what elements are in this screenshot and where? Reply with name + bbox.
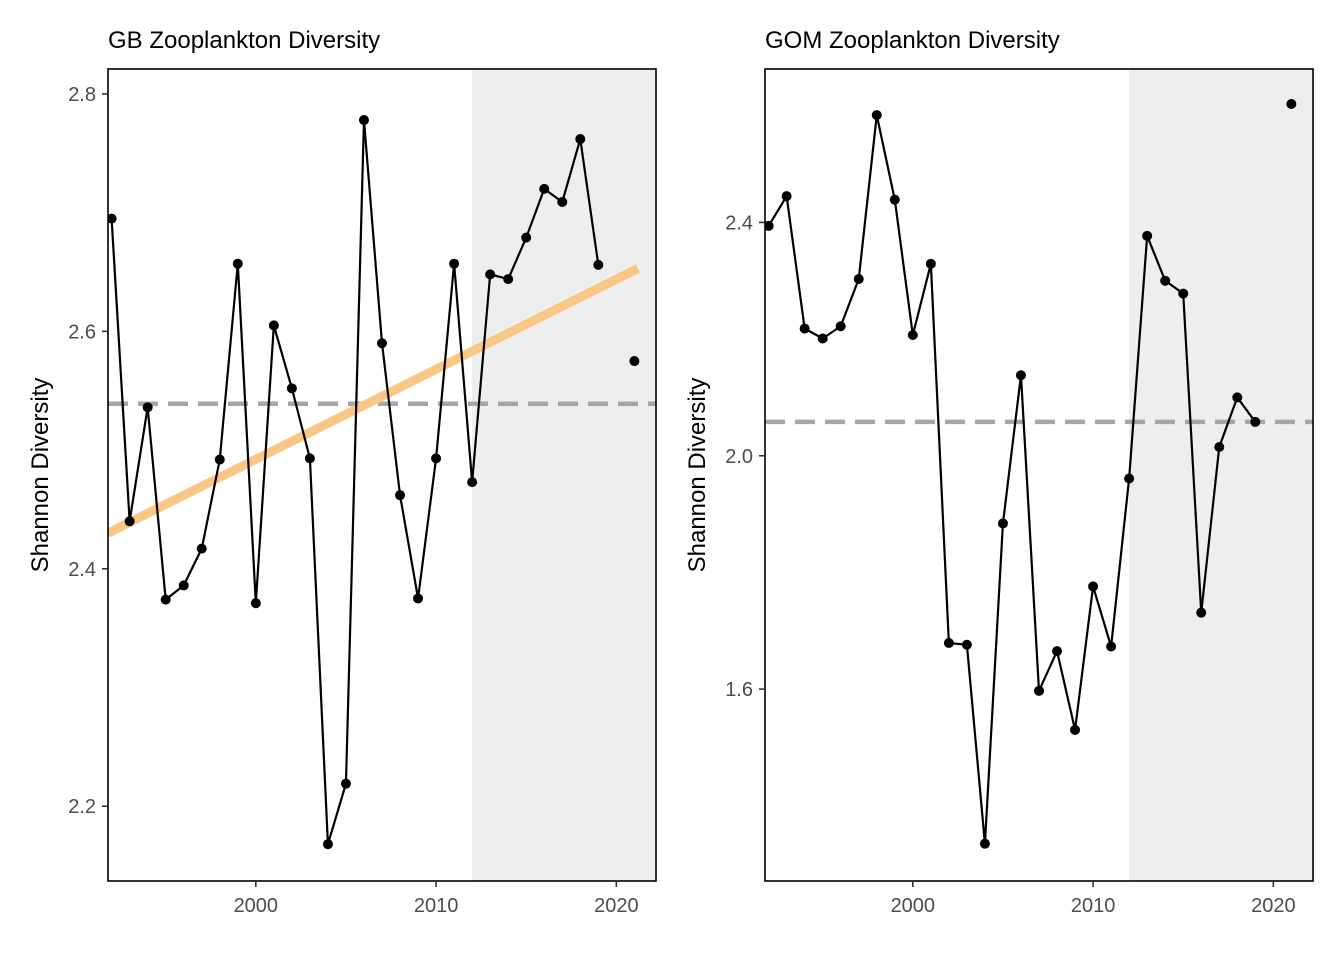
gom-data-point — [1088, 581, 1099, 592]
gom-data-point — [1160, 275, 1171, 286]
gom-data-point — [943, 638, 954, 648]
gb-data-point — [485, 269, 496, 280]
gom-y-tick-label: 2.4 — [725, 212, 753, 234]
gb-data-point — [108, 213, 117, 224]
gb-data-point — [449, 258, 460, 269]
gom-marks — [765, 69, 1313, 881]
gb-data-point — [358, 115, 369, 126]
gb-data-point — [322, 839, 333, 850]
gb-data-point — [629, 356, 640, 367]
gb-y-tick-label: 2.8 — [68, 84, 96, 106]
gb-data-point — [575, 134, 586, 145]
gb-data-point — [431, 453, 442, 464]
gom-diversity-panel: GOM Zooplankton Diversity 1.6 2.0 2.4 2000 2… — [684, 27, 1314, 917]
gom-data-point — [853, 274, 864, 284]
gom-panel-title: GOM Zooplankton Diversity — [765, 27, 1060, 54]
gom-data-point — [817, 333, 828, 344]
gom-series-line — [767, 113, 1257, 845]
gb-data-point — [160, 594, 171, 605]
gom-data-point — [1106, 641, 1117, 652]
gb-y-tick-label: 2.4 — [68, 559, 96, 581]
gom-y-tick-label: 2.0 — [725, 446, 753, 468]
gb-data-point — [196, 543, 207, 554]
gb-data-point — [286, 383, 297, 394]
gb-x-tick-label: 2020 — [594, 895, 639, 917]
gb-panel-title: GB Zooplankton Diversity — [108, 27, 380, 54]
gb-plot-area: 2.2 2.4 2.6 2.8 2000 2010 2020 — [68, 68, 657, 917]
gom-x-tick-label: 2010 — [1071, 895, 1116, 917]
gb-series-line — [110, 118, 600, 846]
gom-data-point — [889, 194, 900, 205]
gb-data-point — [503, 274, 514, 285]
gb-data-point — [250, 598, 261, 609]
gom-data-point — [997, 518, 1008, 529]
gom-data-point — [871, 110, 882, 121]
gom-x-tick-label: 2020 — [1251, 895, 1296, 917]
gb-data-point — [340, 778, 351, 789]
gb-data-point — [413, 593, 424, 604]
gom-data-point — [1250, 416, 1261, 427]
gb-data-point — [377, 338, 387, 349]
gb-y-tick-label: 2.2 — [68, 796, 96, 818]
gb-y-axis-title: Shannon Diversity — [27, 378, 54, 573]
gb-data-point — [214, 454, 225, 465]
gb-data-point — [268, 320, 279, 331]
gb-data-point — [395, 490, 406, 501]
gom-data-point — [1015, 370, 1026, 381]
gb-data-point — [467, 477, 478, 488]
gom-data-point — [1196, 607, 1207, 618]
gom-data-point — [1232, 392, 1243, 403]
gb-data-point — [557, 196, 568, 207]
gb-shaded-region — [472, 69, 656, 881]
gom-plot-area: 1.6 2.0 2.4 2000 2010 2020 — [725, 68, 1314, 917]
gom-shaded-region — [1129, 69, 1313, 881]
gom-data-point — [1070, 724, 1081, 735]
gb-data-point — [521, 232, 532, 243]
gb-data-point — [304, 453, 315, 464]
gb-y-tick-label: 2.6 — [68, 321, 96, 343]
gom-y-tick-label: 1.6 — [725, 679, 753, 701]
gb-data-point — [178, 580, 189, 591]
gom-data-point — [979, 838, 990, 849]
gom-data-point — [961, 639, 972, 650]
gb-marks — [108, 69, 656, 881]
gom-data-point — [1124, 473, 1135, 484]
gb-data-point — [232, 258, 243, 269]
gom-data-point — [781, 191, 792, 202]
gom-data-point — [1034, 685, 1044, 696]
gom-x-tick-label: 2000 — [891, 895, 936, 917]
gb-x-tick-label: 2010 — [414, 895, 459, 917]
gb-data-point — [124, 516, 135, 527]
gb-panel-border — [107, 68, 657, 882]
gom-panel-border — [764, 68, 1314, 882]
gom-data-point — [1286, 99, 1297, 109]
gom-data-point — [1178, 288, 1189, 299]
gom-data-point — [799, 323, 810, 334]
gom-data-point — [1214, 442, 1225, 452]
gom-y-axis-title: Shannon Diversity — [684, 378, 711, 573]
gb-trend-line — [108, 264, 640, 538]
gom-data-point — [765, 220, 774, 231]
gb-data-point — [593, 259, 604, 270]
gb-data-point — [142, 402, 153, 413]
gom-data-point — [1052, 646, 1063, 657]
gb-data-point — [539, 183, 550, 194]
gb-x-tick-label: 2000 — [234, 895, 279, 917]
gom-data-point — [1142, 230, 1153, 241]
gom-data-point — [925, 258, 936, 269]
gom-data-point — [835, 321, 846, 332]
gb-diversity-panel: GB Zooplankton Diversity 2.2 2.4 2.6 2.8 200… — [27, 27, 657, 917]
gom-data-point — [907, 330, 918, 340]
